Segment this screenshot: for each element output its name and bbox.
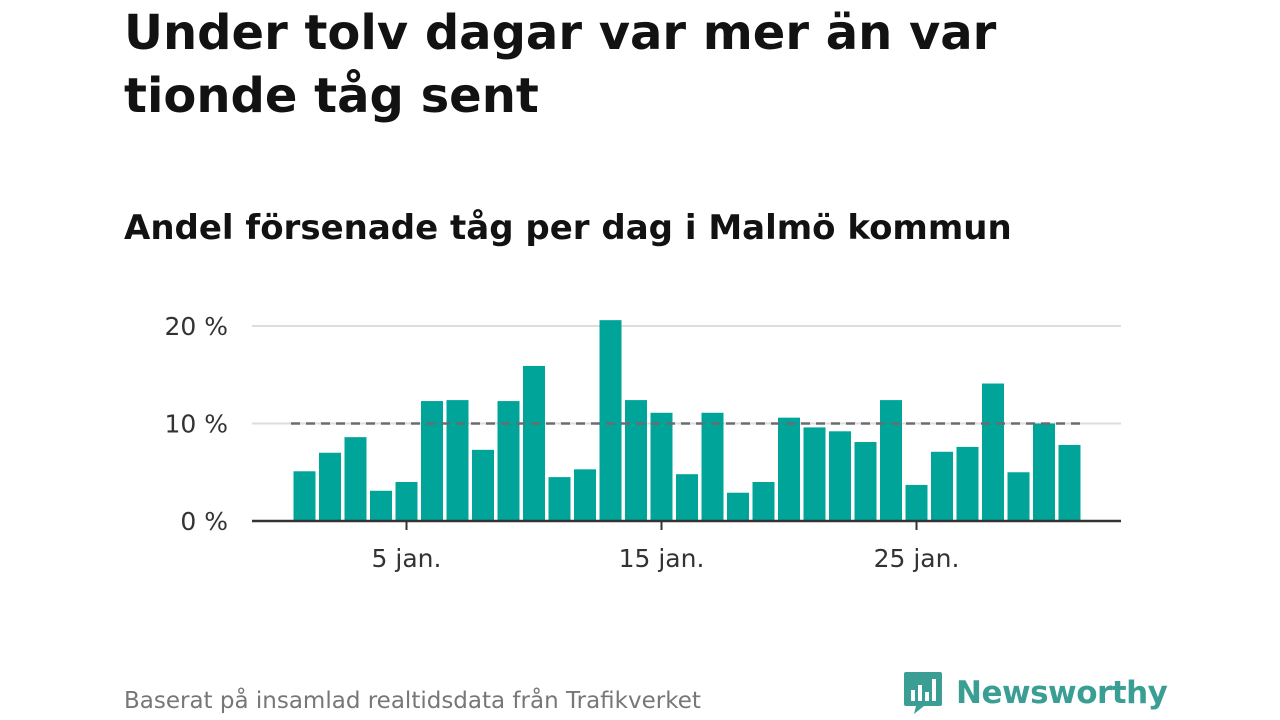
- bar: [497, 401, 520, 521]
- chart-subtitle: Andel försenade tåg per dag i Malmö komm…: [124, 208, 1012, 248]
- bar: [829, 431, 851, 521]
- bar: [880, 400, 902, 521]
- bar-chart-speech-bubble-icon: [904, 672, 942, 714]
- bar: [319, 452, 341, 521]
- bar: [727, 492, 749, 521]
- bar: [803, 427, 826, 521]
- y-tick-label: 20 %: [164, 312, 228, 341]
- y-axis-labels: 0 % 10 % 20 %: [164, 312, 228, 536]
- bar: [854, 442, 877, 521]
- bar: [956, 446, 979, 521]
- bar: [599, 320, 622, 521]
- bar: [676, 474, 698, 521]
- x-tick-label: 5 jan.: [372, 544, 442, 573]
- bar: [982, 383, 1004, 521]
- bar: [701, 412, 724, 521]
- source-note: Baserat på insamlad realtidsdata från Tr…: [124, 688, 701, 714]
- bar: [395, 482, 418, 521]
- brand-name: Newsworthy: [956, 675, 1168, 711]
- x-tick-label: 25 jan.: [874, 544, 960, 573]
- y-tick-label: 10 %: [164, 410, 228, 439]
- bar: [1033, 423, 1055, 521]
- x-tick-label: 15 jan.: [619, 544, 705, 573]
- chart-title: Under tolv dagar var mer än var tionde t…: [124, 5, 997, 124]
- bar: [548, 477, 571, 521]
- newsworthy-logo: Newsworthy: [902, 670, 1168, 716]
- bars: [293, 320, 1081, 521]
- bar: [293, 471, 316, 521]
- bar: [421, 401, 443, 521]
- bar: [472, 449, 494, 521]
- bar: [905, 484, 928, 521]
- bar: [446, 400, 469, 521]
- bar: [931, 451, 953, 521]
- bar: [752, 482, 775, 521]
- bar: [574, 469, 596, 521]
- bar: [778, 417, 800, 521]
- y-tick-label: 0 %: [180, 507, 228, 536]
- bar: [1058, 444, 1081, 521]
- bar: [370, 490, 392, 521]
- bar: [650, 412, 673, 521]
- bar: [523, 365, 545, 521]
- bar: [344, 437, 367, 521]
- bar: [1007, 472, 1030, 521]
- x-axis: 5 jan. 15 jan. 25 jan.: [252, 519, 1121, 573]
- bar: [625, 400, 647, 521]
